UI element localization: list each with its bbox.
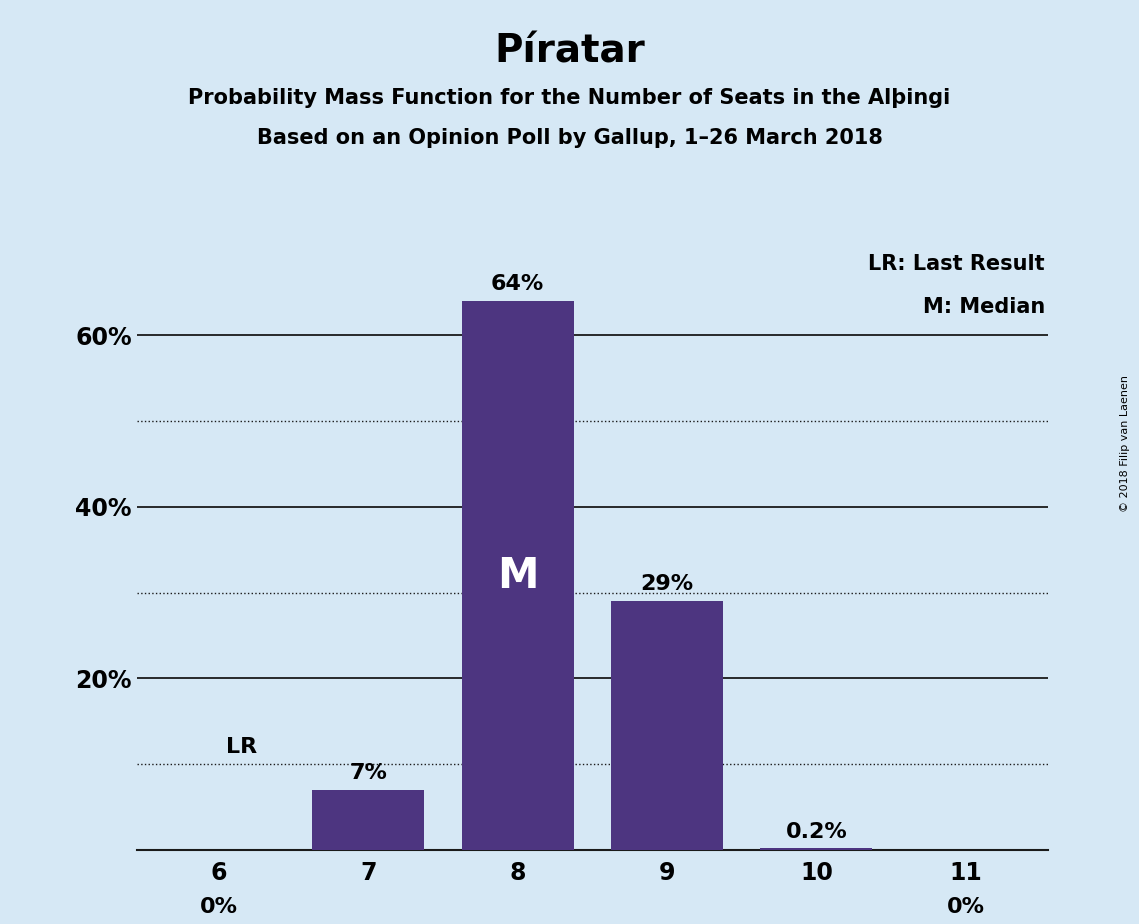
- Bar: [611, 602, 723, 850]
- Bar: [312, 790, 424, 850]
- Text: 29%: 29%: [640, 575, 694, 594]
- Text: © 2018 Filip van Laenen: © 2018 Filip van Laenen: [1121, 375, 1130, 512]
- Text: 0%: 0%: [199, 897, 238, 918]
- Text: 64%: 64%: [491, 274, 544, 294]
- Text: M: Median: M: Median: [923, 297, 1044, 317]
- Text: LR: Last Result: LR: Last Result: [868, 254, 1044, 274]
- Text: 0%: 0%: [947, 897, 985, 918]
- Text: M: M: [497, 554, 539, 597]
- Text: LR: LR: [226, 737, 256, 758]
- Text: Based on an Opinion Poll by Gallup, 1–26 March 2018: Based on an Opinion Poll by Gallup, 1–26…: [256, 128, 883, 148]
- Bar: [761, 848, 872, 850]
- Text: Píratar: Píratar: [494, 32, 645, 70]
- Text: 0.2%: 0.2%: [786, 821, 847, 842]
- Bar: [461, 301, 574, 850]
- Text: Probability Mass Function for the Number of Seats in the Alþingi: Probability Mass Function for the Number…: [188, 88, 951, 108]
- Text: 7%: 7%: [350, 763, 387, 784]
